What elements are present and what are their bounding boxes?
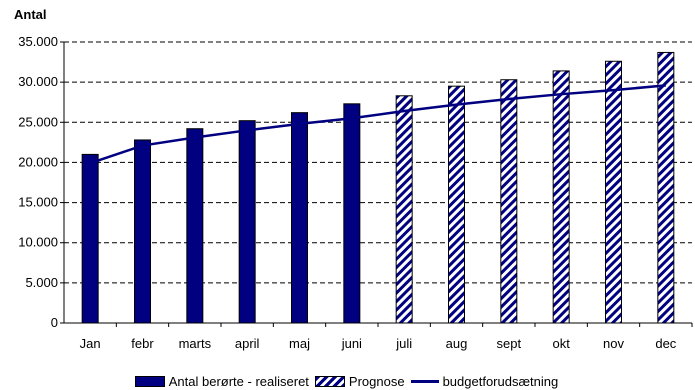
y-tick-label: 25.000 <box>18 114 58 129</box>
legend-item-budget: budgetforudsætning <box>410 373 559 389</box>
x-tick-label: dec <box>655 336 676 351</box>
y-tick-label: 0 <box>51 315 58 330</box>
legend-swatch-prognose <box>314 375 345 387</box>
bar-realiseret <box>291 112 308 324</box>
bar-realiseret <box>186 128 204 324</box>
bar-realiseret <box>81 153 99 324</box>
legend: Antal berørte - realiseret Prognose budg… <box>0 372 695 390</box>
bar-realiseret <box>343 103 361 324</box>
legend-item-prognose: Prognose <box>314 373 405 389</box>
bar-prognose <box>657 51 675 324</box>
bar-prognose <box>605 60 622 324</box>
y-tick-label: 35.000 <box>18 34 58 49</box>
chart: Antal 0 5.000 10.000 15.000 20.000 25.000 30.0… <box>14 7 693 351</box>
x-tick-label: marts <box>179 336 212 351</box>
bar-prognose <box>500 79 518 324</box>
y-axis-label: Antal <box>14 7 47 22</box>
bar-realiseret <box>238 120 256 324</box>
bar-realiseret <box>134 139 151 324</box>
budget-line <box>89 84 666 165</box>
y-tick-label: 10.000 <box>18 235 58 250</box>
bar-prognose <box>552 70 570 324</box>
y-tick-label: 30.000 <box>18 74 58 89</box>
bar-prognose <box>448 85 465 324</box>
legend-swatch-realiseret <box>134 375 165 387</box>
legend-label-realiseret: Antal berørte - realiseret <box>168 373 309 389</box>
x-tick-label: maj <box>289 336 310 351</box>
legend-label-budget: budgetforudsætning <box>442 373 559 389</box>
x-tick-label: Jan <box>80 336 101 351</box>
x-tick-label: aug <box>446 336 468 351</box>
x-tick-label: sept <box>497 336 522 351</box>
x-tick-label: febr <box>131 336 154 351</box>
x-tick-label: april <box>235 336 260 351</box>
y-tick-label: 20.000 <box>18 154 58 169</box>
x-tick-label: okt <box>552 336 570 351</box>
x-tick-label: juni <box>341 336 362 351</box>
legend-label-prognose: Prognose <box>348 373 405 389</box>
y-tick-label: 5.000 <box>25 275 58 290</box>
x-tick-label: juli <box>395 336 412 351</box>
bar-prognose <box>395 95 413 324</box>
legend-swatch-budget <box>410 379 439 383</box>
legend-item-realiseret: Antal berørte - realiseret <box>134 373 309 389</box>
x-tick-label: nov <box>603 336 624 351</box>
y-tick-label: 15.000 <box>18 195 58 210</box>
